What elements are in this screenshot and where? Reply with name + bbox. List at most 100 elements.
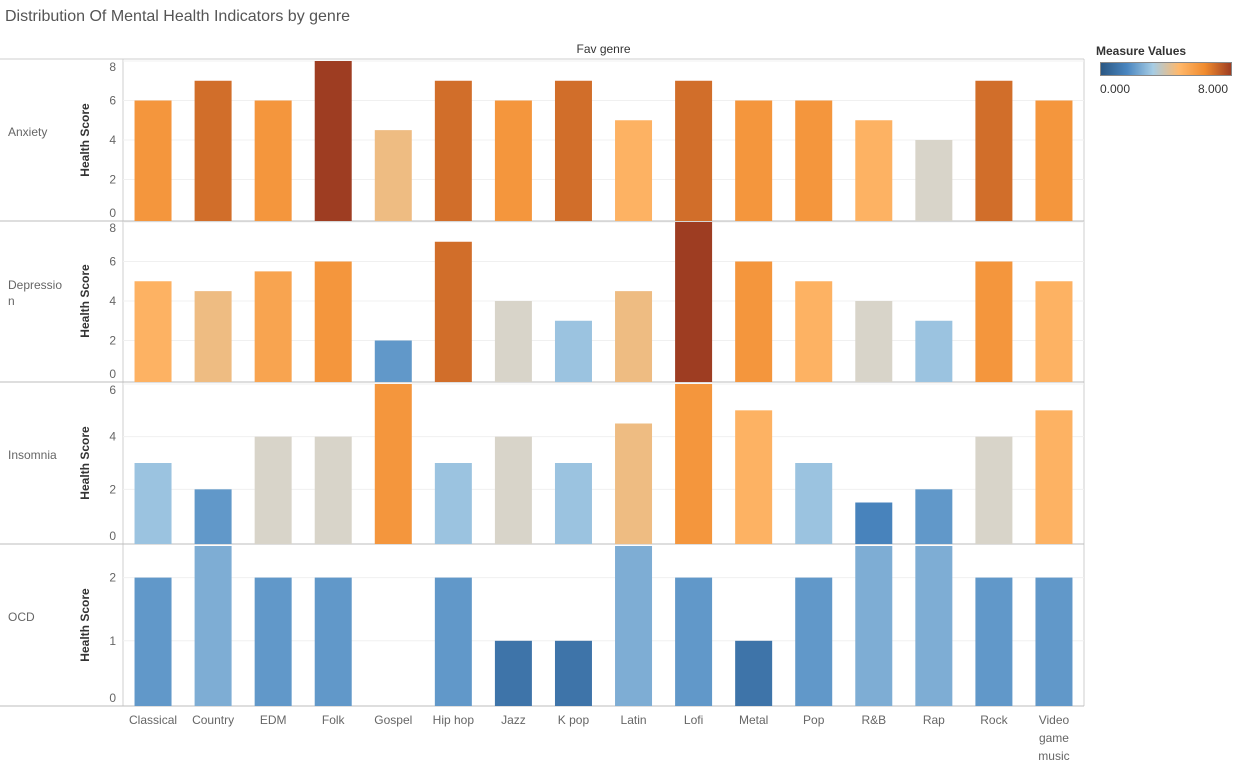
- x-tick-label: EDM: [260, 713, 287, 727]
- row-label: n: [8, 294, 15, 308]
- bar: [975, 577, 1013, 706]
- x-tick-label: Jazz: [501, 713, 526, 727]
- column-header: Fav genre: [576, 42, 630, 56]
- y-tick-label: 0: [109, 206, 116, 220]
- bar: [254, 271, 292, 382]
- x-tick-label: Lofi: [684, 713, 703, 727]
- bar: [494, 301, 532, 382]
- bar: [374, 130, 412, 221]
- bar: [134, 100, 172, 221]
- bar: [795, 463, 833, 544]
- bar: [735, 100, 773, 221]
- row-label: Depressio: [8, 278, 62, 292]
- legend-title: Measure Values: [1096, 44, 1187, 58]
- bar: [975, 436, 1013, 544]
- legend-min-label: 0.000: [1100, 82, 1131, 96]
- bar: [554, 463, 592, 544]
- x-tick-label: K pop: [558, 713, 590, 727]
- bar: [254, 100, 292, 221]
- y-tick-label: 6: [109, 255, 116, 269]
- legend-max-label: 8.000: [1198, 82, 1229, 96]
- bar: [795, 281, 833, 382]
- bar: [314, 436, 352, 544]
- row-label: Anxiety: [8, 125, 47, 139]
- bar: [254, 436, 292, 544]
- x-tick-label: R&B: [861, 713, 886, 727]
- bar: [1035, 281, 1073, 382]
- bar: [615, 291, 653, 382]
- bar: [494, 100, 532, 221]
- y-tick-label: 8: [109, 60, 116, 74]
- x-tick-label: Gospel: [374, 713, 412, 727]
- bar: [434, 241, 472, 382]
- bar: [314, 61, 352, 221]
- y-axis-title: Health Score: [78, 588, 92, 662]
- bar: [855, 502, 893, 544]
- y-tick-label: 4: [109, 430, 116, 444]
- bar: [1035, 100, 1073, 221]
- y-tick-label: 2: [109, 482, 116, 496]
- bar: [795, 577, 833, 706]
- bar: [314, 577, 352, 706]
- bar: [194, 80, 232, 221]
- bar: [1035, 410, 1073, 544]
- bar: [194, 291, 232, 382]
- y-tick-label: 2: [109, 571, 116, 585]
- y-axis-title: Health Score: [78, 103, 92, 177]
- x-tick-label: Country: [192, 713, 234, 727]
- bar: [675, 222, 713, 382]
- bar: [975, 80, 1013, 221]
- bar: [675, 577, 713, 706]
- x-tick-label: Metal: [739, 713, 768, 727]
- y-tick-label: 6: [109, 94, 116, 108]
- x-tick-label: music: [1038, 749, 1069, 763]
- y-axis-title: Health Score: [78, 264, 92, 338]
- bar: [554, 320, 592, 382]
- bar: [194, 489, 232, 544]
- bar: [735, 410, 773, 544]
- bar: [374, 384, 412, 544]
- y-tick-label: 2: [109, 334, 116, 348]
- bar: [915, 320, 953, 382]
- y-tick-label: 4: [109, 133, 116, 147]
- y-tick-label: 8: [109, 221, 116, 235]
- y-tick-label: 0: [109, 367, 116, 381]
- bar: [434, 577, 472, 706]
- bar: [915, 140, 953, 221]
- chart-title: Distribution Of Mental Health Indicators…: [5, 8, 351, 25]
- x-tick-label: Rock: [980, 713, 1008, 727]
- bar: [855, 120, 893, 221]
- y-tick-label: 0: [109, 691, 116, 705]
- y-axis-title: Health Score: [78, 426, 92, 500]
- y-tick-label: 4: [109, 294, 116, 308]
- x-tick-label: Hip hop: [433, 713, 475, 727]
- bar: [735, 640, 773, 706]
- bar: [314, 261, 352, 382]
- x-tick-label: game: [1039, 731, 1069, 745]
- x-tick-label: Classical: [129, 713, 177, 727]
- row-label: OCD: [8, 610, 35, 624]
- bar: [735, 261, 773, 382]
- y-tick-label: 1: [109, 634, 116, 648]
- bar: [374, 340, 412, 382]
- bar: [1035, 577, 1073, 706]
- bar: [254, 577, 292, 706]
- y-tick-label: 2: [109, 173, 116, 187]
- bar: [795, 100, 833, 221]
- y-tick-label: 0: [109, 529, 116, 543]
- bar: [494, 436, 532, 544]
- x-tick-label: Latin: [621, 713, 647, 727]
- bar: [855, 546, 893, 706]
- bar: [675, 384, 713, 544]
- legend-color-ramp[interactable]: [1100, 62, 1232, 76]
- bar: [855, 301, 893, 382]
- bar: [134, 577, 172, 706]
- bar: [494, 640, 532, 706]
- bar: [615, 546, 653, 706]
- bar: [915, 489, 953, 544]
- x-tick-label: Pop: [803, 713, 825, 727]
- bar: [434, 80, 472, 221]
- bar: [134, 281, 172, 382]
- x-tick-label: Video: [1039, 713, 1070, 727]
